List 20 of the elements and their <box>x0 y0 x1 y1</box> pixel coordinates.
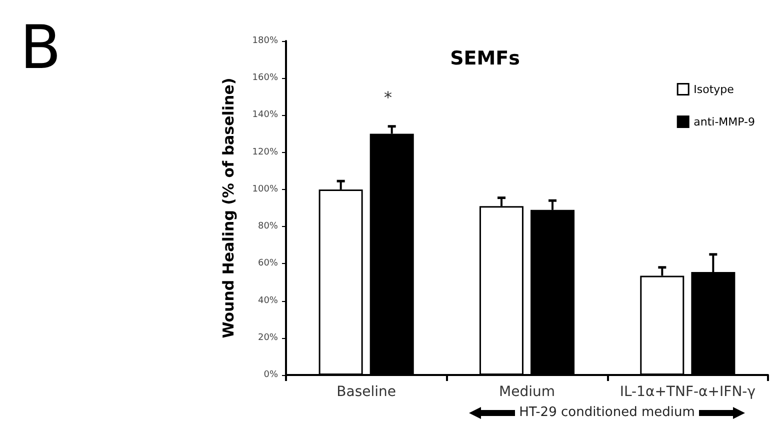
y-tick-label: 120% <box>252 147 278 158</box>
y-tick-label: 180% <box>252 36 278 46</box>
legend-label: anti-MMP-9 <box>694 115 756 128</box>
y-tick-label: 140% <box>252 110 278 120</box>
legend-label: Isotype <box>694 82 734 96</box>
x-tick-label: Baseline <box>336 384 396 400</box>
text: HT-29 conditioned medium <box>519 405 695 420</box>
y-axis-title: Wound Healing (% of baseline) <box>220 78 238 338</box>
text: B <box>20 13 62 83</box>
y-tick-label: 80% <box>258 222 278 232</box>
y-tick-label: 20% <box>258 332 278 343</box>
x-tick-label: IL-1α+TNF-α+IFN-γ <box>620 384 756 400</box>
y-tick-label: 40% <box>258 296 278 306</box>
y-tick-label: 100% <box>252 184 278 194</box>
x-tick-label: Medium <box>499 384 555 400</box>
y-tick-label: 0% <box>264 370 278 380</box>
y-tick-label: 60% <box>258 258 278 269</box>
annotation: * <box>383 88 393 107</box>
chart-title: SEMFs <box>450 48 520 70</box>
y-tick-label: 160% <box>252 73 278 84</box>
